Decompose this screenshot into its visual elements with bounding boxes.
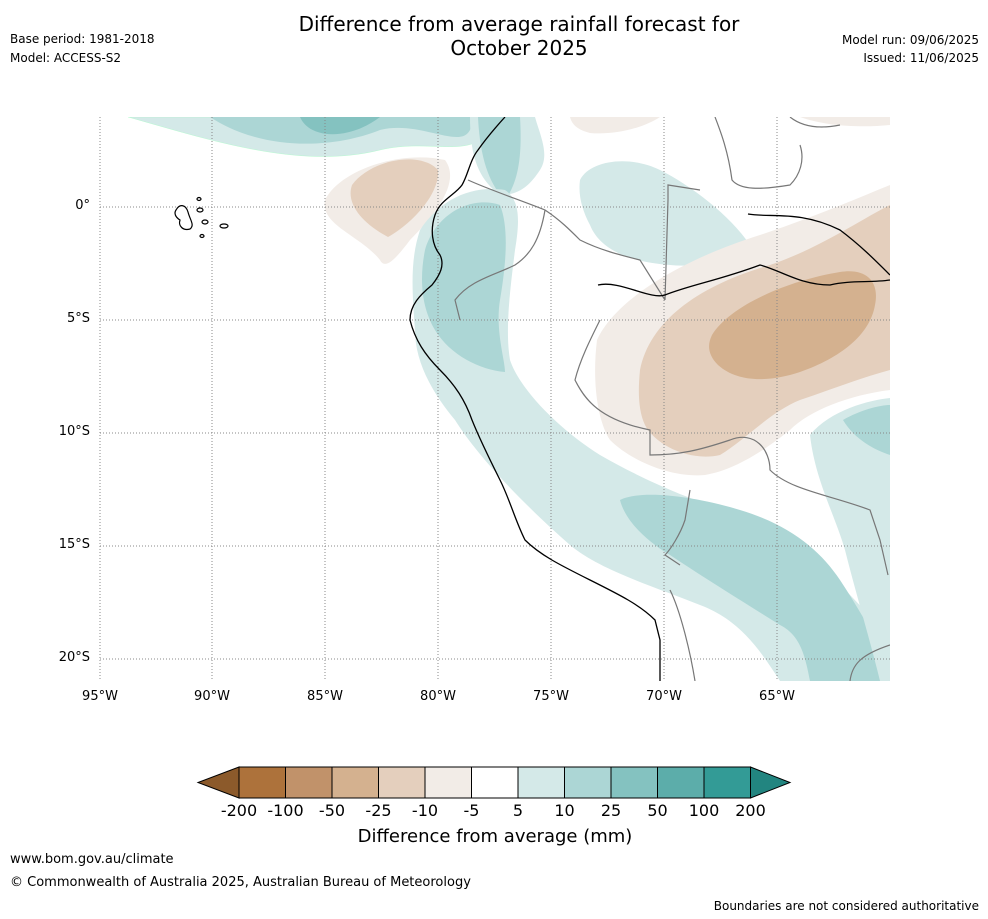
lon-label: 80°W [420, 689, 456, 704]
lat-label: 15°S [58, 537, 90, 552]
contour-wet-bolivia [620, 494, 890, 681]
contour-wet-amazon [579, 161, 750, 266]
colorbar-swatch [238, 766, 286, 799]
title-line-2: October 2025 [450, 36, 588, 60]
colorbar-swatch [564, 766, 612, 799]
model-name: Model: ACCESS-S2 [10, 51, 122, 65]
colorbar-swatch [331, 766, 379, 799]
lon-label: 65°W [759, 689, 795, 704]
lon-label: 95°W [82, 689, 118, 704]
contour-wet-east-10 [843, 405, 890, 455]
colorbar-swatch [517, 766, 565, 799]
contour-dry-ecuador-10 [350, 159, 439, 237]
lat-label: 10°S [58, 424, 90, 439]
lon-label: 70°W [646, 689, 682, 704]
colorbar-tick-label: -100 [267, 801, 304, 820]
colorbar-title: Difference from average (mm) [357, 826, 633, 847]
colorbar-swatch [471, 766, 519, 799]
contour-wet-north-25 [300, 117, 380, 135]
colorbar-swatch [657, 766, 705, 799]
footer-copyright: © Commonwealth of Australia 2025, Austra… [10, 875, 471, 890]
colorbar-tick-label: -25 [365, 801, 392, 820]
footer-disclaimer: Boundaries are not considered authoritat… [713, 899, 979, 913]
colorbar-tick-label: 200 [735, 801, 766, 820]
page-title: Difference from average rainfall forecas… [244, 12, 794, 60]
colorbar-tick-label: -5 [463, 801, 480, 820]
graticule [99, 117, 890, 681]
lon-label: 75°W [533, 689, 569, 704]
issued-date: Issued: 11/06/2025 [863, 51, 979, 65]
contour-wet-coast-10 [422, 202, 506, 372]
colorbar-swatch [610, 766, 658, 799]
contour-wet-north-east-10 [478, 117, 521, 200]
colorbar-arrow-left [196, 766, 240, 799]
colorbar-tick-label: 50 [647, 801, 668, 820]
colorbar-swatch [424, 766, 472, 799]
coastline [409, 117, 890, 681]
lat-label: 5°S [66, 311, 90, 326]
colorbar-swatch [378, 766, 426, 799]
colorbar-swatch [703, 766, 751, 799]
colorbar-tick-label: 5 [512, 801, 524, 820]
contour-dry-top-right [800, 117, 890, 127]
galapagos-islands [174, 196, 229, 239]
lon-label: 90°W [194, 689, 230, 704]
colorbar-swatch [285, 766, 333, 799]
colorbar-tick-label: 100 [688, 801, 720, 820]
border-lines [454, 117, 890, 681]
title-line-1: Difference from average rainfall forecas… [298, 12, 740, 36]
contour-wet-east [810, 398, 890, 681]
contour-dry-brazil-25 [709, 271, 876, 380]
footer-url[interactable]: www.bom.gov.au/climate [10, 852, 174, 867]
model-run: Model run: 09/06/2025 [841, 33, 979, 47]
colorbar-tick-label: 10 [554, 801, 575, 820]
lon-label: 85°W [307, 689, 343, 704]
colorbar [196, 766, 792, 799]
base-period: Base period: 1981-2018 [10, 32, 155, 46]
lat-label: 20°S [58, 650, 90, 665]
colorbar-tick-label: -10 [411, 801, 439, 820]
colorbar-tick-label: -50 [318, 801, 346, 820]
colorbar-tick-label: -200 [220, 801, 258, 820]
colorbar-tick-label: 25 [600, 801, 622, 820]
anomaly-contours [127, 117, 890, 681]
lat-label: 0° [75, 198, 90, 213]
contour-dry-top [570, 117, 660, 134]
colorbar-arrow-right [750, 766, 792, 799]
